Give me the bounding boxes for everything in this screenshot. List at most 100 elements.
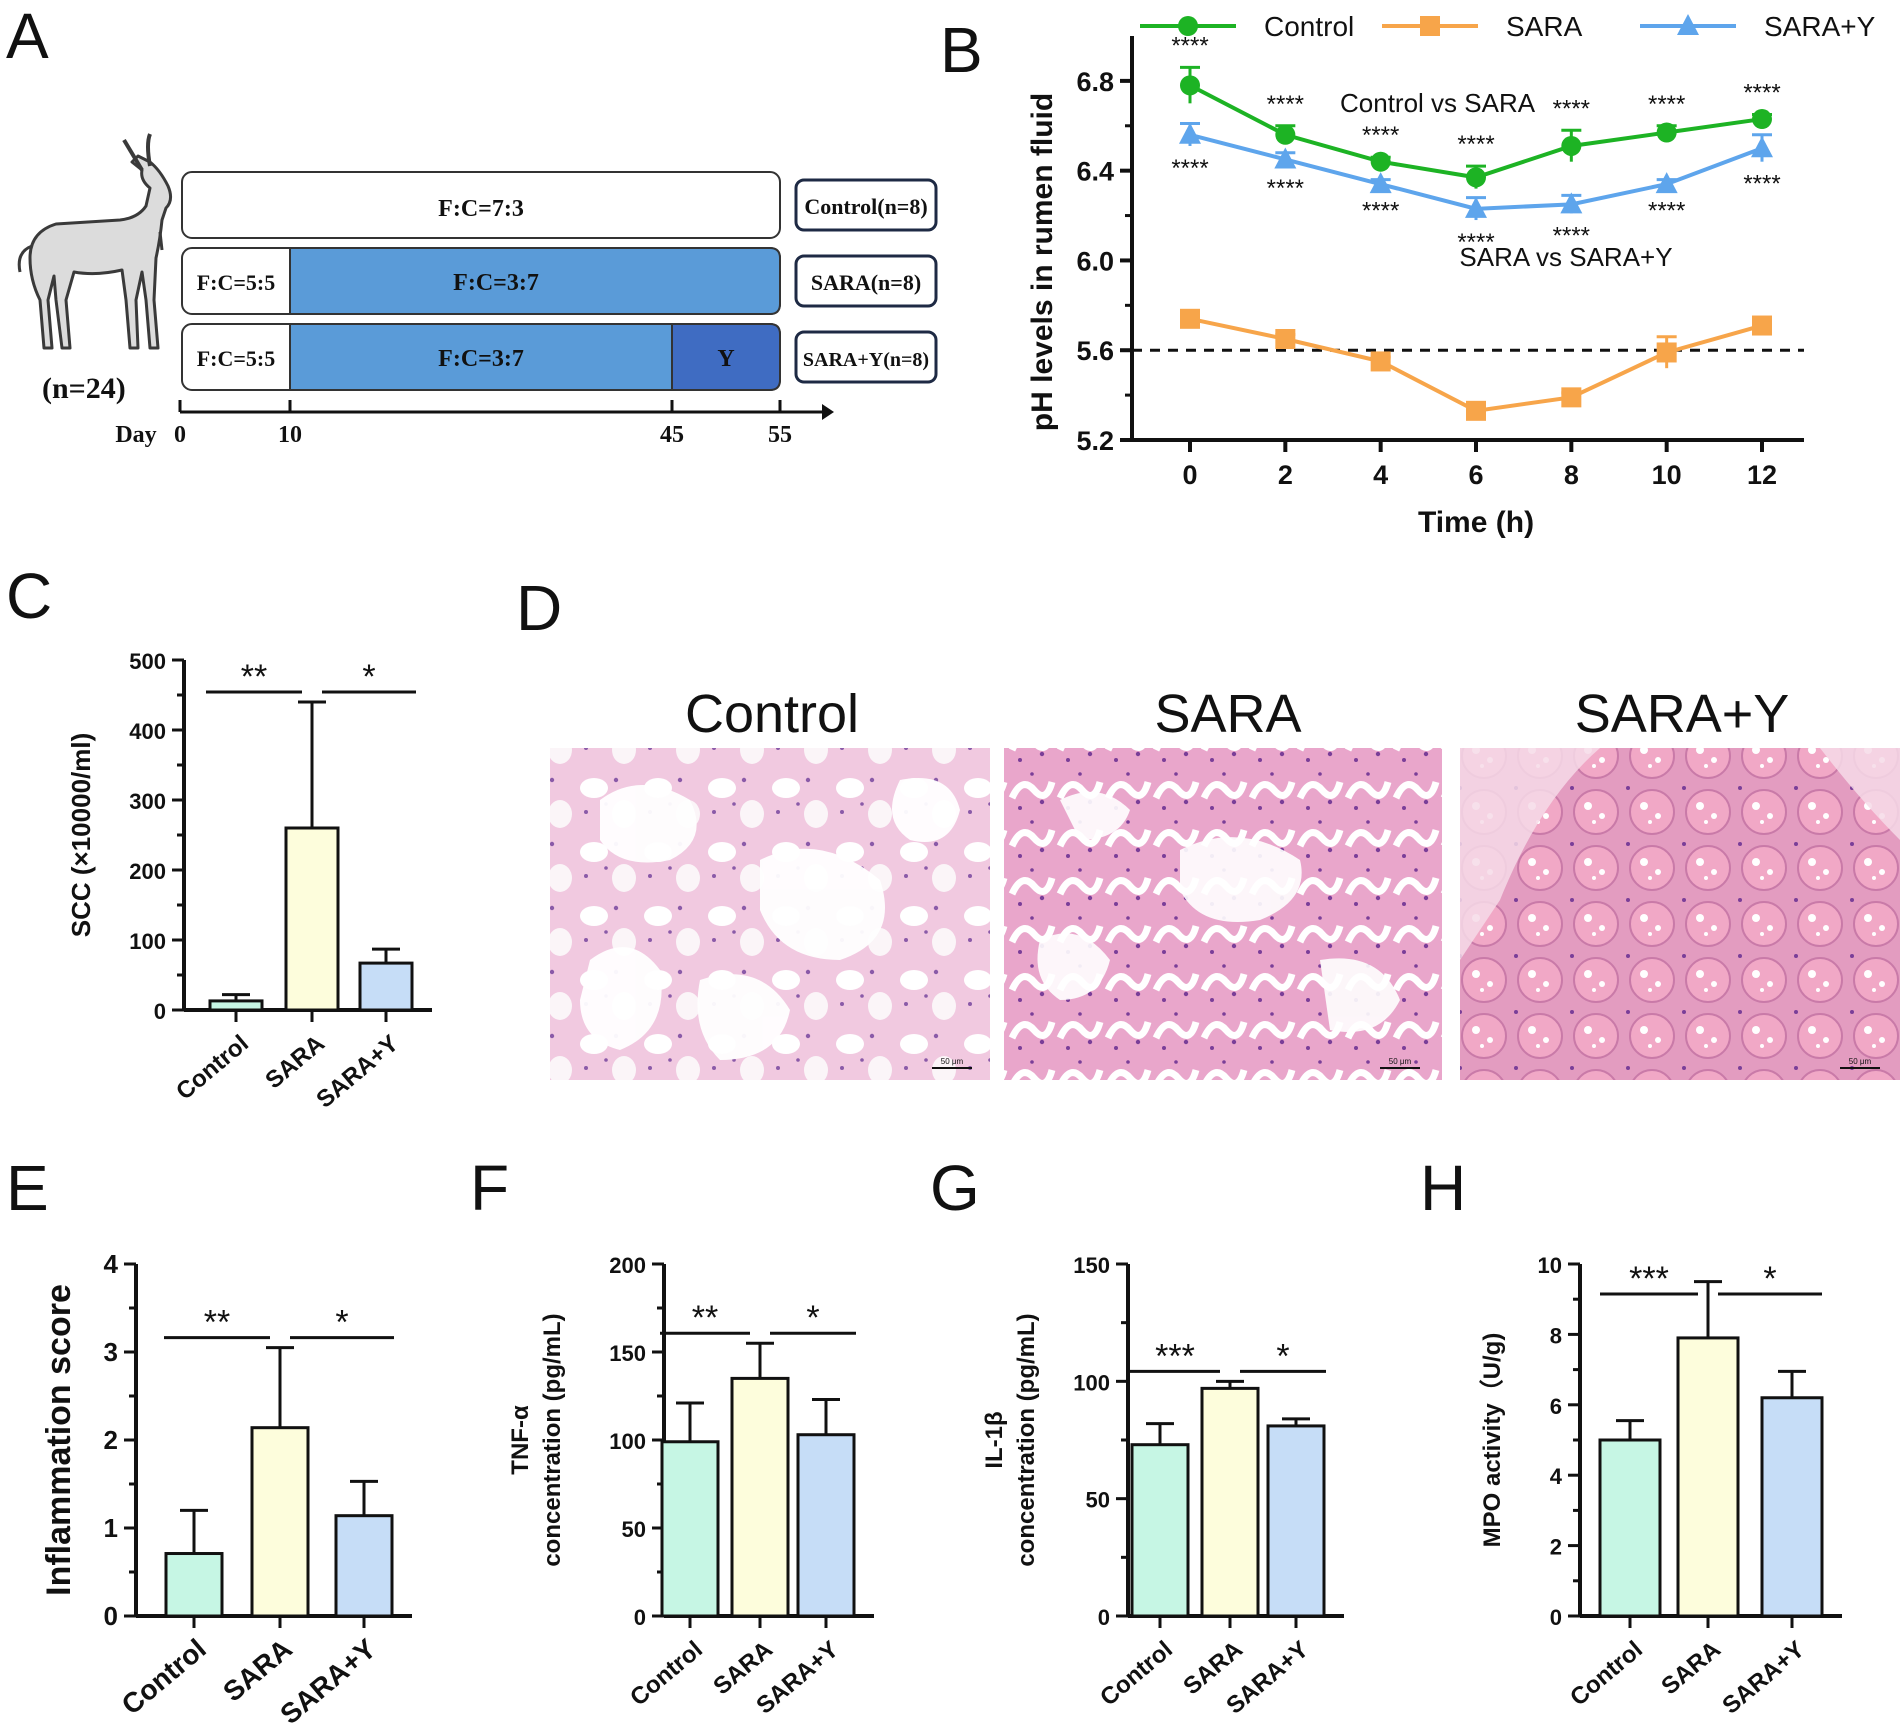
panel-letter-c: C xyxy=(6,560,52,632)
histology-title-sara: SARA xyxy=(1154,684,1301,744)
chart-b-sig-bottom-2: **** xyxy=(1362,198,1399,225)
chart-b-point-2-1 xyxy=(1274,147,1297,169)
chart-f-bar-2 xyxy=(796,1433,856,1618)
panel-letter-b: B xyxy=(940,14,983,86)
chart-c-sig-label-0: ** xyxy=(241,658,267,696)
day-tick-label-55: 55 xyxy=(768,422,792,448)
chart-b-sig-top-0: **** xyxy=(1171,32,1208,59)
chart-e-ytick-label-1: 1 xyxy=(104,1513,118,1543)
row-control-group-label: Control(n=8) xyxy=(804,194,927,219)
chart-b-point-0-1 xyxy=(1275,124,1296,145)
panel-a: (n=24) F:C=7:3 Control(n=8) F:C=5:5 F:C=… xyxy=(17,133,938,448)
row-sarap-segment-y xyxy=(671,323,781,391)
panel-b: Control SARA SARA+Y 5.2 5.6 6.0 6.4 6.8 0 2 4 6 8 10… xyxy=(1026,11,1876,539)
chart-b-annotation-sara-vs-sarap: SARA vs SARA+Y xyxy=(1459,242,1672,272)
chart-f-ytick-label-3: 150 xyxy=(609,1341,646,1366)
chart-b-sig-bottom-3: **** xyxy=(1457,229,1494,256)
chart-c-bar-2 xyxy=(358,961,414,1012)
chart-b-point-0-3 xyxy=(1466,167,1486,188)
chart-e-ylabel: Inflammation score xyxy=(40,1284,78,1596)
chart-f-ylabel-line2: concentration (pg/mL) xyxy=(539,1313,566,1566)
chart-f-ytick-label-4: 200 xyxy=(609,1253,646,1278)
row-sara-segment-fc37-label: F:C=3:7 xyxy=(453,270,539,296)
chart-f-bar-0 xyxy=(660,1440,720,1618)
chart-c-category-label-1: SARA xyxy=(260,1030,329,1094)
chart-c-ytick-label-1: 100 xyxy=(129,929,166,954)
chart-h-category-label-2: SARA+Y xyxy=(1717,1636,1809,1720)
chart-h-ytick-label-4: 8 xyxy=(1550,1323,1562,1348)
chart-f-ytick-label-2: 100 xyxy=(609,1429,646,1454)
chart-b-sig-bottom-0: **** xyxy=(1171,155,1208,182)
chart-h-sig-label-0: *** xyxy=(1629,1260,1669,1298)
histology-image-sara: 50 μm xyxy=(1004,748,1442,1080)
chart-b-xtick-label-1: 2 xyxy=(1278,460,1293,490)
chart-e-bar-0 xyxy=(164,1552,224,1618)
scale-bar-label-sara: 50 μm xyxy=(1389,1057,1412,1066)
chart-f-ytick-label-0: 0 xyxy=(634,1605,646,1630)
chart-b-legend-label-1: SARA xyxy=(1506,11,1583,42)
chart-b-point-0-6 xyxy=(1752,109,1772,130)
chart-c-category-label-0: Control xyxy=(171,1030,254,1106)
chart-b-point-2-4 xyxy=(1560,192,1583,214)
row-control-group-box xyxy=(794,178,938,232)
row-sara-group-label: SARA(n=8) xyxy=(811,270,921,295)
chart-f-category-label-0: Control xyxy=(625,1636,708,1712)
chart-f-sig-label-0: ** xyxy=(692,1299,718,1337)
row-sarap-group-box xyxy=(794,330,938,384)
chart-b-point-0-2 xyxy=(1370,151,1391,172)
scale-bar-label-control: 50 μm xyxy=(941,1057,964,1066)
row-sarap-segment-fc37-label: F:C=3:7 xyxy=(438,346,524,372)
chart-h-ytick-label-3: 6 xyxy=(1550,1394,1562,1419)
chart-h-bar-1 xyxy=(1676,1336,1740,1618)
chart-b-point-2-2 xyxy=(1369,172,1392,194)
chart-g-ytick-label-1: 50 xyxy=(1086,1488,1110,1513)
chart-b-xtick-label-5: 10 xyxy=(1652,460,1682,490)
chart-b-point-1-6 xyxy=(1752,315,1772,336)
chart-b-sig-top-5: **** xyxy=(1648,91,1685,118)
chart-f-bar-1 xyxy=(730,1376,790,1618)
panel-letter-e: E xyxy=(6,1152,49,1224)
panel-g: 0 50 100 150 IL-1β concentration (pg/mL) Contr… xyxy=(981,1253,1344,1720)
chart-b-legend-label-2: SARA+Y xyxy=(1764,11,1876,42)
chart-f-ylabel: TNF-α xyxy=(507,1405,534,1475)
day-tick-label-10: 10 xyxy=(278,422,302,448)
chart-h-ytick-label-0: 0 xyxy=(1550,1605,1562,1630)
goat-icon xyxy=(17,133,173,350)
panel-letter-h: H xyxy=(1420,1152,1466,1224)
chart-e-ytick-label-2: 2 xyxy=(104,1425,118,1455)
chart-f-ytick-label-1: 50 xyxy=(622,1517,646,1542)
chart-b-xtick-label-0: 0 xyxy=(1182,460,1197,490)
chart-c-ytick-label-0: 0 xyxy=(154,999,166,1024)
chart-b-legend: Control SARA SARA+Y xyxy=(1140,11,1876,42)
chart-e-category-label-2: SARA+Y xyxy=(274,1633,382,1730)
chart-b-point-1-2 xyxy=(1370,351,1391,372)
panel-letters: A B C D E F G H xyxy=(6,0,1466,1224)
day-tick-label-0: 0 xyxy=(174,422,186,448)
panel-d: Control SARA SARA+Y 50 μm xyxy=(550,684,1900,1080)
chart-h-sig-label-1: * xyxy=(1763,1260,1776,1298)
chart-b-ytick-label-4: 6.8 xyxy=(1076,67,1114,97)
chart-b-legend-marker-0 xyxy=(1178,16,1198,36)
row-sara-segment-fc37 xyxy=(289,247,781,315)
row-sarap-group-label: SARA+Y(n=8) xyxy=(803,349,929,371)
chart-c-sig-label-1: * xyxy=(362,658,375,696)
chart-b-legend-marker-2 xyxy=(1677,14,1699,35)
chart-h-bar-2 xyxy=(1760,1396,1824,1618)
chart-h-bar-0 xyxy=(1598,1438,1662,1618)
chart-b-sig-bottom-5: **** xyxy=(1648,198,1685,225)
animal-count: (n=24) xyxy=(42,372,126,405)
chart-h-ytick-label-1: 2 xyxy=(1550,1535,1562,1560)
day-axis-arrowhead xyxy=(822,404,834,420)
histology-title-sarap: SARA+Y xyxy=(1575,684,1790,744)
chart-b-xtick-label-6: 12 xyxy=(1747,460,1777,490)
chart-b-point-1-0 xyxy=(1180,308,1200,329)
chart-e-ytick-label-4: 4 xyxy=(104,1249,119,1279)
chart-b-sig-top-3: **** xyxy=(1457,131,1494,158)
panel-f: 0 50 100 150 200 TNF-α concentration (pg/mL) Co… xyxy=(507,1253,874,1720)
chart-g-category-label-0: Control xyxy=(1095,1636,1178,1712)
chart-e-bar-1 xyxy=(250,1426,310,1618)
chart-b-xtick-label-3: 6 xyxy=(1468,460,1483,490)
